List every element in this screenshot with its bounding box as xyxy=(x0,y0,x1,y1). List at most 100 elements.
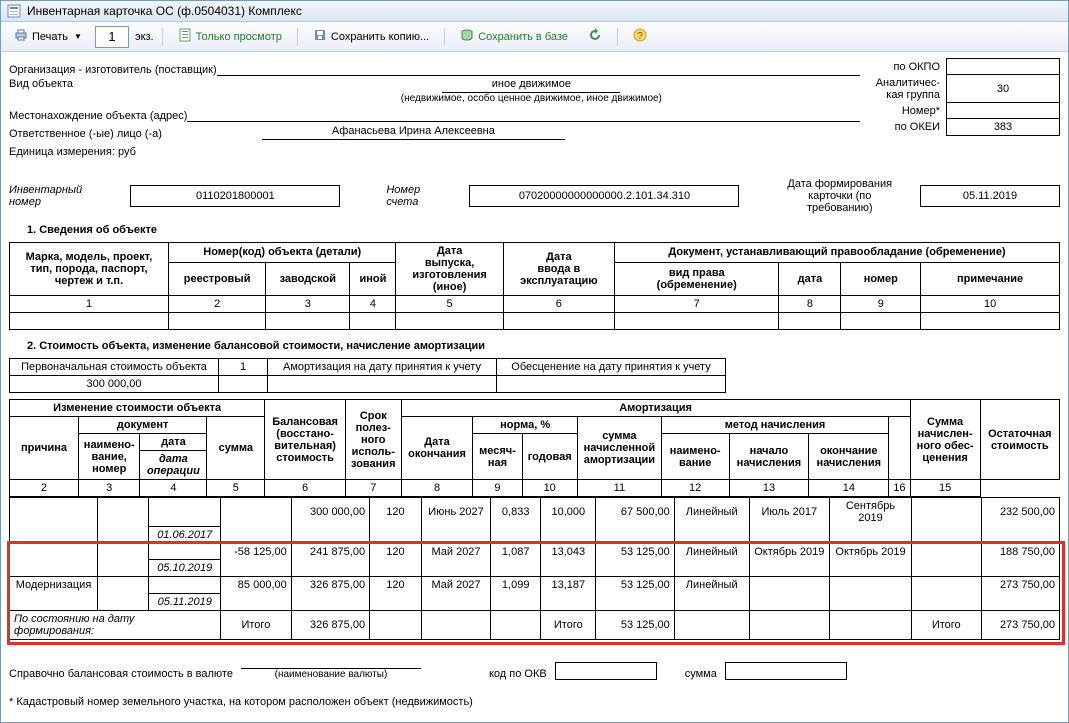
s1-colnums: 12345678910 xyxy=(10,296,1060,313)
help-button[interactable]: ? xyxy=(626,25,654,48)
print-button[interactable]: Печать ▼ xyxy=(7,25,89,48)
section2-data: 300 000,00120Июнь 20270,83310,00067 500,… xyxy=(9,497,1060,640)
sum-value xyxy=(725,662,847,680)
inv-value: 0110201800001 xyxy=(130,185,340,207)
id-boxes-row: Инвентарный номер 0110201800001 Номер сч… xyxy=(9,178,1060,214)
init-cost-blank xyxy=(219,376,268,393)
s1-num: номер xyxy=(841,262,921,295)
table-row: 01.06.2017 xyxy=(10,526,1060,543)
inv-label: Инвентарный номер xyxy=(9,184,114,208)
currency-caption: (наименование валюты) xyxy=(241,669,421,680)
copies-input[interactable] xyxy=(95,26,129,48)
number-label: Номер* xyxy=(870,103,947,119)
s2-norm: норма, % xyxy=(473,417,577,434)
s1-other: иной xyxy=(350,262,396,295)
svg-text:?: ? xyxy=(637,31,643,42)
s2-colnums: 2345678910111213141615 xyxy=(10,480,1060,497)
s2-start: начало начисления xyxy=(729,434,809,480)
s1-doc: Документ, устанавливающий правообладание… xyxy=(614,243,1059,263)
toolbar: Печать ▼ экз. Только просмотр Сохранить … xyxy=(1,22,1068,52)
angroup-label: Аналитичес- кая группа xyxy=(870,75,947,103)
object-type-caption: (недвижимое, особо ценное движимое, иное… xyxy=(203,93,860,104)
print-label: Печать xyxy=(32,31,68,43)
total-row: По состоянию на дату формирования:Итого3… xyxy=(10,610,1060,639)
chevron-down-icon: ▼ xyxy=(74,32,82,41)
s2-bal: Балансовая (восстано- вительная) стоимос… xyxy=(265,400,346,480)
help-icon: ? xyxy=(633,28,647,45)
s2-impair: Сумма начислен- ного обес- ценения xyxy=(910,400,980,480)
document-body: Организация - изготовитель (поставщик) В… xyxy=(1,52,1068,722)
window-root: Инвентарная карточка ОС (ф.0504031) Комп… xyxy=(0,0,1069,723)
object-type-value: иное движимое xyxy=(442,78,620,93)
amort-label: Амортизация на дату принятия к учету xyxy=(268,359,497,376)
okei-label: по ОКЕИ xyxy=(870,119,947,136)
sum-label: сумма xyxy=(685,668,717,680)
footer-row: Справочно балансовая стоимость в валюте … xyxy=(9,654,1060,680)
responsible-value: Афанасьева Ирина Алексеевна xyxy=(262,125,565,140)
amort-val xyxy=(268,376,497,393)
s2-method: метод начисления xyxy=(661,417,888,434)
s2-amort: Амортизация xyxy=(401,400,910,417)
okv-label: код по ОКВ xyxy=(489,668,547,680)
manufacturer-label: Организация - изготовитель (поставщик) xyxy=(9,64,217,76)
table-row: -58 125,00241 875,00120Май 20271,08713,0… xyxy=(10,543,1060,560)
printer-icon xyxy=(14,28,28,45)
section2-title: 2. Стоимость объекта, изменение балансов… xyxy=(27,340,1060,352)
s2-residual: Остаточная стоимость xyxy=(980,400,1059,480)
save-db-button[interactable]: Сохранить в базе xyxy=(453,25,575,48)
s2-accrued: сумма начисленной амортизации xyxy=(577,417,661,480)
s2-term: Срок полез- ного исполь- зования xyxy=(345,400,401,480)
angroup-value: 30 xyxy=(947,75,1060,103)
number-value xyxy=(947,103,1060,119)
s2-name: наимено- вание, номер xyxy=(78,434,140,480)
save-copy-button[interactable]: Сохранить копию... xyxy=(306,25,436,48)
s1-objnum: Номер(код) объекта (детали) xyxy=(169,243,396,263)
table-row: 05.11.2019 xyxy=(10,593,1060,610)
init-cost-label: Первоначальная стоимость объекта xyxy=(10,359,219,376)
s2-end-date: Дата окончания xyxy=(401,417,473,480)
unit-label: Единица измерения: руб xyxy=(9,146,136,158)
s2-mname: наимено- вание xyxy=(661,434,729,480)
s1-reestr: реестровый xyxy=(169,262,266,295)
s2-month: месяч- ная xyxy=(473,434,522,480)
ref-label: Справочно балансовая стоимость в валюте xyxy=(9,668,233,680)
okpo-label: по ОКПО xyxy=(870,59,947,75)
currency-value xyxy=(241,654,421,669)
separator xyxy=(297,28,298,46)
section1-table: Марка, модель, проект, тип, порода, пасп… xyxy=(9,242,1060,330)
footnote: * Кадастровый номер земельного участка, … xyxy=(9,696,1060,708)
save-copy-label: Сохранить копию... xyxy=(331,31,429,43)
table-row: 05.10.2019 xyxy=(10,560,1060,577)
refresh-button[interactable] xyxy=(581,25,609,48)
okei-value: 383 xyxy=(947,119,1060,136)
table-row: Модернизация85 000,00326 875,00120Май 20… xyxy=(10,577,1060,594)
s1-note: примечание xyxy=(921,262,1060,295)
card-date-value: 05.11.2019 xyxy=(920,185,1060,207)
init-cost-col: 1 xyxy=(219,359,268,376)
okv-value xyxy=(555,662,657,680)
header-left: Организация - изготовитель (поставщик) В… xyxy=(9,58,860,160)
refresh-icon xyxy=(588,28,602,45)
acc-label: Номер счета xyxy=(386,184,453,208)
s1-factory: заводской xyxy=(266,262,350,295)
object-type-label: Вид объекта xyxy=(9,78,73,90)
header-right: по ОКПО Аналитичес- кая группа30 Номер* … xyxy=(870,58,1060,160)
table-row: 300 000,00120Июнь 20270,83310,00067 500,… xyxy=(10,498,1060,527)
separator xyxy=(617,28,618,46)
view-only-label: Только просмотр xyxy=(196,31,282,43)
titlebar: Инвентарная карточка ОС (ф.0504031) Комп… xyxy=(1,1,1068,22)
s1-release: Дата выпуска, изготовления (иное) xyxy=(396,243,503,296)
header-block: Организация - изготовитель (поставщик) В… xyxy=(9,58,1060,160)
acc-value: 07020000000000000.2.101.34.310 xyxy=(469,185,739,207)
s1-date: дата xyxy=(779,262,841,295)
okpo-value xyxy=(947,59,1060,75)
s2-year: годовая xyxy=(522,434,577,480)
location-label: Местонахождение объекта (адрес) xyxy=(9,110,187,122)
view-only-button[interactable]: Только просмотр xyxy=(171,25,289,48)
s2-end: окончание начисления xyxy=(809,434,889,480)
manufacturer-value xyxy=(217,61,860,76)
s2-date: дата xyxy=(140,434,207,451)
highlight-wrapper: 300 000,00120Июнь 20270,83310,00067 500,… xyxy=(9,497,1060,640)
s1-empty-row xyxy=(10,313,1060,330)
copies-suffix: экз. xyxy=(135,31,154,43)
